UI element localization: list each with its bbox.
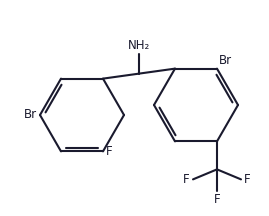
Text: F: F <box>214 193 220 206</box>
Text: F: F <box>183 173 190 186</box>
Text: NH₂: NH₂ <box>128 39 150 52</box>
Text: F: F <box>244 173 251 186</box>
Text: Br: Br <box>219 54 232 67</box>
Text: Br: Br <box>24 108 37 121</box>
Text: F: F <box>106 145 113 158</box>
